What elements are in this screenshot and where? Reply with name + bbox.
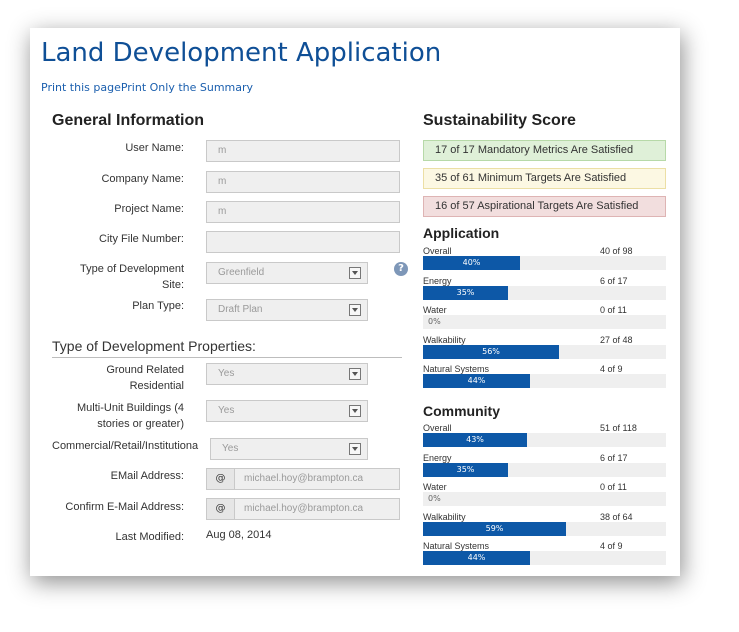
last-modified-value: Aug 08, 2014 [206, 529, 272, 541]
community-natural-systems-progress-track: 44% [423, 551, 666, 565]
community-heading: Community [423, 403, 500, 419]
development-site-select[interactable]: Greenfield [206, 262, 368, 284]
application-water-label: Water [423, 305, 447, 315]
company-name-field[interactable]: m [206, 171, 400, 193]
community-water-progress-label: 0% [428, 494, 441, 503]
multi-unit-select[interactable]: Yes [206, 400, 368, 422]
community-walkability-label: Walkability [423, 511, 466, 522]
community-water-progress-track: 0% [423, 492, 666, 506]
application-natural-systems-label: Natural Systems [423, 364, 490, 374]
city-file-number-field[interactable] [206, 231, 400, 253]
chevron-down-icon [349, 443, 361, 455]
development-site-value: Greenfield [218, 267, 265, 278]
community-water-label: Water [423, 482, 447, 492]
application-natural-systems-progress-track: 44% [423, 374, 666, 388]
community-walkability-score: 38 of 64 [600, 511, 633, 522]
mandatory-metrics-badge: 17 of 17 Mandatory Metrics Are Satisfied [423, 140, 666, 161]
commercial-label: Commercial/Retail/Institutiona [52, 440, 199, 452]
community-natural-systems-score: 4 of 9 [600, 541, 623, 551]
ground-related-label-line2: Residential [129, 380, 184, 392]
email-field[interactable]: michael.hoy@brampton.ca [234, 468, 400, 490]
chevron-down-icon [349, 304, 361, 316]
aspirational-targets-badge: 16 of 57 Aspirational Targets Are Satisf… [423, 196, 666, 217]
general-information-heading: General Information [52, 112, 205, 129]
application-energy-progress-track: 35% [423, 285, 666, 300]
email-label: EMail Address: [110, 470, 184, 482]
community-water-score: 0 of 11 [600, 482, 627, 492]
application-water-score: 0 of 11 [600, 305, 627, 315]
commercial-value: Yes [222, 443, 239, 454]
minimum-targets-badge: 35 of 61 Minimum Targets Are Satisfied [423, 168, 666, 189]
application-energy-progress-bar: 35% [423, 285, 508, 300]
development-site-label: Type of Development Site: [52, 261, 184, 293]
multi-unit-value: Yes [218, 405, 235, 416]
multi-unit-label-line2: stories or greater) [97, 418, 184, 430]
application-natural-systems-score: 4 of 9 [600, 364, 623, 374]
commercial-select[interactable]: Yes [210, 438, 368, 460]
application-overall-progress-bar: 40% [423, 256, 520, 270]
application-natural-systems-progress-bar: 44% [423, 374, 530, 388]
community-walkability-progress-track: 59% [423, 521, 666, 536]
development-site-label-line1: Type of Development [80, 263, 184, 275]
application-overall-label: Overall [423, 246, 452, 256]
multi-unit-label: Multi-Unit Buildings (4 stories or great… [52, 400, 184, 432]
community-natural-systems-progress-bar: 44% [423, 551, 530, 565]
development-properties-heading: Type of Development Properties: [52, 338, 402, 358]
community-natural-systems-label: Natural Systems [423, 541, 490, 551]
community-energy-progress-bar: 35% [423, 462, 508, 477]
print-page-link[interactable]: Print this page [41, 81, 121, 94]
application-heading: Application [423, 225, 500, 241]
print-links: Print this pagePrint Only the Summary [41, 81, 253, 94]
community-walkability-progress-bar: 59% [423, 521, 566, 536]
user-name-field[interactable]: m [206, 140, 400, 162]
application-walkability-progress-track: 56% [423, 344, 666, 359]
project-name-label: Project Name: [114, 203, 184, 215]
community-overall-progress-track: 43% [423, 433, 666, 447]
sustainability-score-heading: Sustainability Score [423, 112, 576, 129]
chevron-down-icon [349, 368, 361, 380]
project-name-field[interactable]: m [206, 201, 400, 223]
application-walkability-label: Walkability [423, 334, 466, 345]
confirm-email-at-addon: @ [206, 498, 235, 520]
community-overall-score: 51 of 118 [600, 423, 637, 433]
application-water-progress-label: 0% [428, 317, 441, 326]
development-site-label-line2: Site: [161, 279, 184, 291]
ground-related-label-line1: Ground Related [106, 364, 184, 376]
application-energy-score: 6 of 17 [600, 275, 628, 286]
application-overall-score: 40 of 98 [600, 246, 633, 256]
page-title: Land Development Application [41, 38, 442, 68]
plan-type-value: Draft Plan [218, 304, 263, 315]
print-summary-link[interactable]: Print Only the Summary [120, 81, 254, 94]
application-walkability-score: 27 of 48 [600, 334, 633, 345]
user-name-label: User Name: [125, 142, 184, 154]
ground-related-select[interactable]: Yes [206, 363, 368, 385]
community-energy-progress-track: 35% [423, 462, 666, 477]
plan-type-select[interactable]: Draft Plan [206, 299, 368, 321]
chevron-down-icon [349, 405, 361, 417]
application-walkability-progress-bar: 56% [423, 344, 559, 359]
confirm-email-label: Confirm E-Mail Address: [65, 501, 184, 513]
plan-type-label: Plan Type: [132, 300, 184, 312]
city-file-number-label: City File Number: [99, 233, 184, 245]
community-energy-label: Energy [423, 452, 452, 463]
application-overall-progress-track: 40% [423, 256, 666, 270]
help-icon[interactable]: ? [394, 262, 408, 276]
company-name-label: Company Name: [101, 173, 184, 185]
application-energy-label: Energy [423, 275, 452, 286]
email-at-addon: @ [206, 468, 235, 490]
community-overall-label: Overall [423, 423, 452, 433]
application-water-progress-track: 0% [423, 315, 666, 329]
ground-related-value: Yes [218, 368, 235, 379]
ground-related-label: Ground Related Residential [52, 362, 184, 394]
last-modified-label: Last Modified: [115, 531, 184, 543]
application-card: Land Development Application Print this … [30, 28, 680, 576]
community-overall-progress-bar: 43% [423, 433, 527, 447]
community-energy-score: 6 of 17 [600, 452, 628, 463]
multi-unit-label-line1: Multi-Unit Buildings (4 [77, 402, 184, 414]
confirm-email-field[interactable]: michael.hoy@brampton.ca [234, 498, 400, 520]
chevron-down-icon [349, 267, 361, 279]
